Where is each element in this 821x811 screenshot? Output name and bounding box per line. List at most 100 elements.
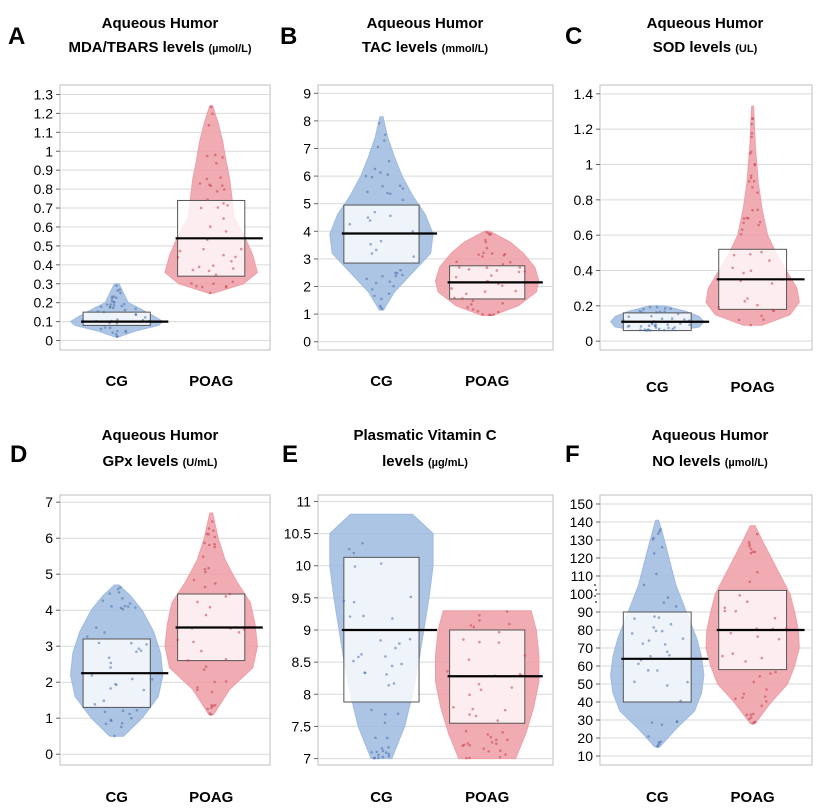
data-point-poag bbox=[765, 700, 768, 703]
data-point-cg bbox=[353, 565, 357, 568]
data-point-poag bbox=[200, 285, 204, 289]
data-point-poag bbox=[746, 297, 749, 300]
y-tick-label: 0.8 bbox=[574, 192, 594, 208]
y-tick-label: 7.5 bbox=[292, 718, 312, 734]
data-point-poag bbox=[723, 606, 727, 610]
data-point-cg bbox=[109, 718, 113, 722]
y-tick-label: 0.5 bbox=[34, 238, 54, 254]
data-point-poag bbox=[752, 179, 756, 183]
data-point-poag bbox=[468, 693, 471, 697]
y-tick-label: 0.8 bbox=[34, 181, 54, 197]
data-point-cg bbox=[662, 601, 666, 604]
data-point-cg bbox=[659, 528, 662, 531]
y-tick-label: 150 bbox=[570, 496, 594, 512]
data-point-cg bbox=[110, 299, 114, 303]
panel-letter: B bbox=[280, 23, 297, 50]
data-point-cg bbox=[103, 631, 106, 634]
data-point-cg bbox=[370, 252, 374, 255]
data-point-poag bbox=[484, 238, 487, 242]
data-point-cg bbox=[95, 626, 98, 629]
data-point-poag bbox=[489, 232, 493, 236]
data-point-cg bbox=[103, 710, 107, 714]
data-point-poag bbox=[518, 672, 522, 676]
data-point-cg bbox=[378, 304, 382, 308]
data-point-poag bbox=[224, 284, 228, 288]
data-point-cg bbox=[638, 309, 642, 313]
data-point-cg bbox=[381, 274, 384, 278]
data-point-cg bbox=[128, 602, 132, 605]
data-point-poag bbox=[455, 260, 458, 264]
stray-mark bbox=[594, 595, 596, 597]
data-point-cg bbox=[650, 314, 653, 318]
data-point-poag bbox=[751, 117, 754, 120]
data-point-poag bbox=[490, 741, 494, 744]
data-point-poag bbox=[202, 247, 205, 251]
chart-subtitle: MDA/TBARS levels (µmol/L) bbox=[68, 39, 251, 56]
data-point-cg bbox=[660, 545, 664, 549]
data-point-cg bbox=[347, 547, 351, 551]
data-point-poag bbox=[207, 527, 211, 530]
y-tick-label: 1.2 bbox=[574, 121, 594, 137]
data-point-poag bbox=[199, 206, 203, 210]
data-point-poag bbox=[214, 273, 218, 277]
data-point-cg bbox=[660, 629, 664, 633]
data-point-poag bbox=[777, 637, 781, 641]
y-tick-label: 0.4 bbox=[574, 263, 594, 279]
data-point-cg bbox=[114, 332, 118, 336]
data-point-poag bbox=[224, 657, 228, 661]
data-point-poag bbox=[222, 217, 225, 220]
data-point-cg bbox=[398, 184, 402, 188]
data-point-poag bbox=[755, 532, 759, 536]
data-point-poag bbox=[749, 150, 753, 154]
x-tick-label: CG bbox=[370, 789, 393, 806]
data-point-poag bbox=[760, 656, 764, 660]
data-point-poag bbox=[209, 291, 212, 295]
data-point-poag bbox=[494, 742, 498, 745]
data-point-poag bbox=[510, 686, 514, 689]
x-tick-label: POAG bbox=[731, 379, 775, 396]
data-point-poag bbox=[239, 247, 243, 251]
y-tick-label: 0 bbox=[303, 334, 311, 350]
y-tick-label: 1.3 bbox=[34, 86, 54, 102]
data-point-poag bbox=[503, 708, 507, 712]
data-point-cg bbox=[121, 709, 125, 713]
data-point-cg bbox=[673, 326, 676, 329]
data-point-cg bbox=[663, 643, 667, 646]
x-tick-label: CG bbox=[105, 373, 128, 390]
data-point-poag bbox=[745, 713, 749, 717]
data-point-cg bbox=[101, 599, 105, 602]
data-point-poag bbox=[190, 282, 193, 285]
data-point-poag bbox=[208, 225, 212, 228]
chart-subtitle: SOD levels (UL) bbox=[653, 39, 758, 56]
data-point-poag bbox=[212, 282, 215, 286]
data-point-poag bbox=[753, 550, 757, 554]
data-point-poag bbox=[477, 682, 481, 686]
data-point-poag bbox=[734, 697, 737, 701]
data-point-poag bbox=[751, 550, 755, 554]
data-point-poag bbox=[504, 753, 507, 756]
data-point-poag bbox=[462, 743, 466, 747]
y-tick-label: 1.4 bbox=[574, 86, 594, 102]
data-point-poag bbox=[457, 266, 461, 269]
data-point-cg bbox=[662, 328, 666, 332]
data-point-poag bbox=[204, 570, 207, 574]
data-point-cg bbox=[669, 307, 673, 310]
data-point-cg bbox=[659, 740, 663, 743]
data-point-cg bbox=[383, 133, 387, 136]
data-point-cg bbox=[379, 171, 382, 174]
data-point-poag bbox=[228, 592, 232, 596]
data-point-cg bbox=[647, 324, 651, 328]
data-point-cg bbox=[671, 327, 675, 331]
data-point-cg bbox=[103, 326, 107, 329]
data-point-poag bbox=[742, 221, 745, 225]
data-point-poag bbox=[208, 183, 211, 187]
unit-label: (µmol/L) bbox=[209, 43, 252, 55]
data-point-cg bbox=[109, 303, 112, 306]
data-point-poag bbox=[496, 310, 500, 314]
data-point-poag bbox=[502, 253, 506, 257]
data-point-cg bbox=[376, 145, 380, 149]
data-point-cg bbox=[112, 295, 116, 298]
data-point-poag bbox=[212, 529, 215, 532]
data-point-cg bbox=[389, 192, 392, 196]
data-point-cg bbox=[383, 713, 387, 716]
